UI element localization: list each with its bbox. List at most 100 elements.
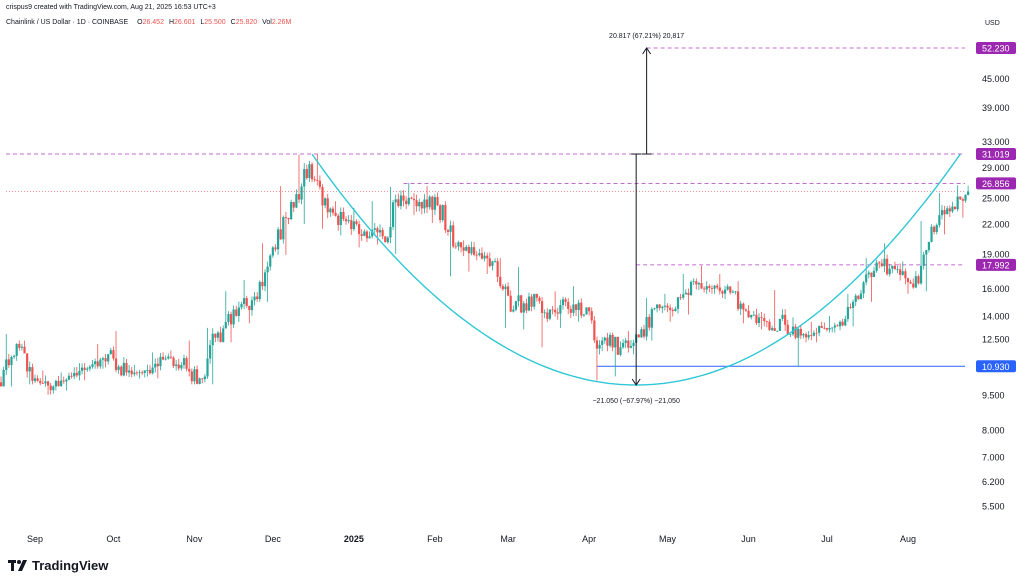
x-tick-label: 2025 (344, 534, 364, 544)
candle-body (240, 304, 243, 308)
candle-body (569, 308, 572, 313)
candle-body (705, 286, 708, 290)
candle-body (473, 247, 476, 255)
candle-body (224, 321, 227, 329)
candle-body (117, 366, 120, 370)
candle-body (870, 272, 873, 277)
candle-body (815, 332, 818, 334)
candle-body (755, 314, 758, 324)
candle-body (114, 358, 118, 370)
candle-body (739, 303, 742, 309)
candle-body (637, 334, 640, 338)
candle-body (99, 359, 102, 367)
x-tick-label: Aug (900, 534, 916, 544)
price-badge (976, 177, 1016, 190)
candle-body (496, 261, 499, 277)
candle-body (284, 217, 288, 218)
candle-body (229, 314, 233, 325)
candle-body (786, 324, 789, 335)
price-badge (976, 148, 1016, 161)
candle-body (159, 356, 162, 367)
candle-body (823, 327, 826, 329)
candle-body (96, 361, 99, 367)
candle-body (888, 268, 891, 275)
candle-body (794, 326, 797, 338)
candle-body (697, 283, 700, 285)
candle-body (172, 357, 175, 366)
price-badge (976, 360, 1016, 373)
candle-body (303, 169, 306, 187)
y-tick-label: 5.500 (982, 502, 1005, 512)
currency-label[interactable]: USD (985, 20, 1000, 27)
candle-body (44, 381, 47, 384)
candle-body (574, 304, 578, 310)
symbol-title[interactable]: Chainlink / US Dollar · 1D · COINBASE (6, 19, 129, 26)
x-tick-label: Nov (186, 534, 203, 544)
candle-body (752, 314, 755, 316)
candle-body (363, 231, 366, 236)
candle-body (517, 295, 520, 302)
candle-body (718, 287, 721, 292)
candle-body (828, 328, 831, 330)
low-label: L (200, 19, 205, 26)
candle-body (804, 334, 808, 338)
candle-body (245, 298, 248, 306)
candle-body (708, 286, 711, 288)
candle-body (452, 225, 455, 247)
tradingview-brand[interactable]: TradingView (8, 558, 108, 573)
candle-body (919, 265, 923, 284)
candle-body (616, 336, 619, 355)
candle-body (546, 312, 549, 319)
candle-body (933, 226, 936, 232)
candle-body (122, 362, 125, 376)
y-tick-label: 8.000 (982, 425, 1005, 435)
y-tick-label: 19.000 (982, 249, 1010, 259)
y-tick-label: 29.000 (982, 163, 1010, 173)
candle-body (256, 296, 259, 300)
candle-body (23, 346, 26, 354)
candle-body (585, 307, 588, 315)
candle-body (841, 321, 844, 326)
candle-body (75, 372, 78, 376)
candle-body (763, 318, 766, 322)
arrowhead-icon (631, 378, 641, 386)
candle-body (710, 287, 714, 289)
candle-body (624, 340, 627, 343)
candle-body (661, 306, 664, 308)
candle-body (561, 299, 565, 306)
candle-body (854, 295, 857, 302)
candle-body (820, 325, 823, 328)
candle-body (190, 371, 193, 382)
volume-value: 2.26M (271, 19, 292, 26)
candle-body (940, 210, 944, 216)
candle-body (551, 309, 554, 311)
candle-body (373, 228, 376, 230)
candle-body (880, 263, 883, 267)
candle-body (768, 321, 771, 330)
candle-body (209, 345, 212, 359)
candle-body (459, 242, 463, 248)
candles (0, 154, 970, 395)
candle-body (770, 328, 774, 330)
tradingview-logo-icon (8, 560, 27, 571)
candle-body (397, 199, 400, 207)
candle-body (20, 346, 24, 348)
candle-body (556, 312, 559, 314)
candle-body (313, 179, 316, 181)
candle-body (214, 333, 217, 338)
candle-body (36, 378, 39, 381)
candle-body (700, 283, 703, 289)
candle-body (31, 367, 34, 381)
candle-body (371, 229, 374, 237)
candle-body (211, 333, 214, 346)
publisher-caption: crispus9 created with TradingView.com, A… (6, 4, 216, 11)
candle-body (104, 358, 107, 362)
candle-body (773, 328, 776, 331)
candle-body (154, 363, 157, 368)
candle-body (83, 367, 86, 370)
candle-body (26, 353, 29, 372)
candle-body (148, 370, 152, 374)
candle-body (938, 215, 941, 226)
x-tick-label: Oct (106, 534, 121, 544)
